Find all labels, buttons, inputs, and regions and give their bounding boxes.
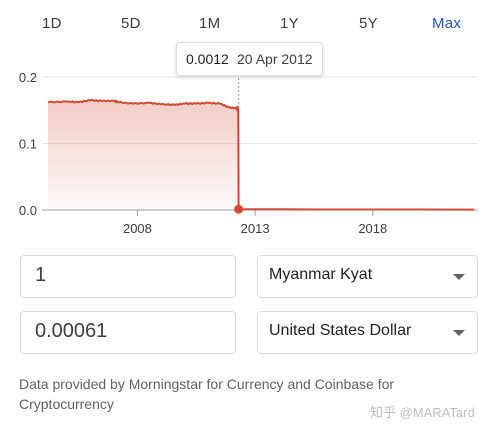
exchange-rate-chart[interactable]: 0.0 0.1 0.2 2008 2013 2018 <box>0 40 499 250</box>
x-axis-ticks: 2008 2013 2018 <box>123 210 387 236</box>
tooltip-date: 20 Apr 2012 <box>237 51 313 67</box>
watermark: 知乎 @MARATard <box>370 405 475 420</box>
to-currency-select[interactable]: United States Dollar <box>257 311 478 354</box>
time-range-selector: 1D 5D 1M 1Y 5Y Max <box>0 8 499 40</box>
data-source-note: Data provided by Morningstar for Currenc… <box>19 376 395 412</box>
x-tick-label: 2013 <box>241 221 270 236</box>
y-tick-label: 0.2 <box>19 70 37 85</box>
from-currency-label: Myanmar Kyat <box>269 266 373 283</box>
x-tick-label: 2018 <box>358 221 387 236</box>
tooltip-value: 0.0012 <box>186 51 229 67</box>
from-currency-select[interactable]: Myanmar Kyat <box>257 255 478 298</box>
to-amount-input[interactable] <box>35 320 205 343</box>
chevron-down-icon <box>453 330 465 336</box>
rate-area-fill <box>48 99 239 210</box>
range-5d-tab[interactable]: 5D <box>121 15 141 32</box>
hover-point <box>234 204 244 214</box>
hover-tooltip: 0.0012 20 Apr 2012 <box>176 42 323 76</box>
y-axis-ticks: 0.0 0.1 0.2 <box>19 70 37 218</box>
chevron-down-icon <box>453 274 465 280</box>
range-1y-tab[interactable]: 1Y <box>280 15 299 32</box>
y-tick-label: 0.0 <box>19 203 37 218</box>
range-max-tab[interactable]: Max <box>432 15 462 32</box>
y-tick-label: 0.1 <box>19 137 37 152</box>
range-1d-tab[interactable]: 1D <box>42 15 62 32</box>
range-5y-tab[interactable]: 5Y <box>359 15 378 32</box>
from-amount-input[interactable] <box>35 264 205 287</box>
rate-series-line <box>47 98 475 211</box>
range-1m-tab[interactable]: 1M <box>199 15 221 32</box>
to-amount-field[interactable] <box>20 311 236 354</box>
x-tick-label: 2008 <box>123 221 152 236</box>
to-currency-label: United States Dollar <box>269 322 412 339</box>
from-amount-field[interactable] <box>20 255 236 298</box>
